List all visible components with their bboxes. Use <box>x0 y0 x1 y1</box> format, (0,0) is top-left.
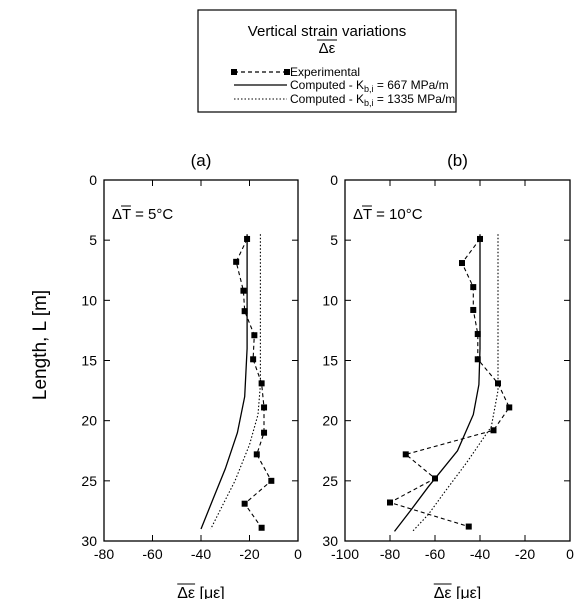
x-tick-label: -40 <box>191 546 211 562</box>
data-point <box>261 404 268 411</box>
x-tick-label: -40 <box>470 546 490 562</box>
legend-entry-experimental: Experimental <box>231 65 360 79</box>
data-point <box>253 451 260 458</box>
y-tick-label: 20 <box>81 413 97 429</box>
legend-title-symbol: Δε <box>319 40 336 57</box>
legend-box <box>197 9 457 113</box>
y-tick-label: 0 <box>330 172 338 188</box>
series-computed-667 <box>393 234 481 532</box>
data-point <box>261 429 268 436</box>
legend-label-computed-1335: Computed - Kb,i = 1335 MPa/m <box>290 92 455 108</box>
x-tick-label: -60 <box>142 546 162 562</box>
x-tick-label: -20 <box>515 546 535 562</box>
legend-marker <box>231 69 237 75</box>
data-point <box>241 500 248 507</box>
panel-a: (a) 0 5 10 15 20 25 30-80 -60 -40 -20 0 ΔT = 5°C Δε [… <box>81 151 302 599</box>
x-axis-label: Δε [με] <box>434 585 482 599</box>
data-point <box>465 523 472 530</box>
y-tick-label: 5 <box>330 232 338 248</box>
data-point <box>474 356 481 363</box>
y-tick-label: 0 <box>89 172 97 188</box>
legend-entry-computed-667: Computed - Kb,i = 667 MPa/m <box>234 78 449 94</box>
series-computed-667 <box>200 234 248 530</box>
x-tick-label: -60 <box>425 546 445 562</box>
y-tick-label: 15 <box>81 353 97 369</box>
y-tick-label: 10 <box>81 292 97 308</box>
data-point <box>470 284 477 291</box>
data-point <box>387 499 393 506</box>
data-point <box>268 477 275 484</box>
series-experimental <box>235 238 272 529</box>
data-point <box>250 356 257 363</box>
x-tick-label: 0 <box>294 546 302 562</box>
y-tick-label: 25 <box>81 473 97 489</box>
x-axis-label: Δε [με] <box>177 585 225 599</box>
plot-frame <box>103 179 299 542</box>
x-tick-label: -20 <box>239 546 259 562</box>
x-tick-label: -100 <box>331 546 359 562</box>
data-point <box>258 524 265 531</box>
legend-marker <box>284 69 290 75</box>
data-point <box>251 332 258 339</box>
y-tick-label: 30 <box>81 533 97 549</box>
data-point <box>402 451 409 458</box>
data-point <box>459 260 465 267</box>
data-point <box>233 258 240 265</box>
temperature-annotation: ΔT = 10°C <box>353 206 423 223</box>
x-tick-label: -80 <box>94 546 114 562</box>
temperature-annotation: ΔT = 5°C <box>112 206 173 223</box>
y-tick-label: 30 <box>322 533 338 549</box>
y-tick-label: 25 <box>322 473 338 489</box>
y-tick-label: 5 <box>89 232 97 248</box>
panel-title: (a) <box>191 151 212 170</box>
x-tick-label: -80 <box>380 546 400 562</box>
data-point <box>506 404 513 411</box>
series-computed-1335 <box>412 234 499 532</box>
series-experimental <box>388 238 510 528</box>
data-point <box>474 331 481 338</box>
legend-entry-computed-1335: Computed - Kb,i = 1335 MPa/m <box>234 92 455 108</box>
data-point <box>495 380 501 387</box>
legend-label-computed-667: Computed - Kb,i = 667 MPa/m <box>290 78 449 94</box>
y-axis-label: Length, L [m] <box>30 290 51 400</box>
legend-title: Vertical strain variations <box>248 23 406 40</box>
panel-b: (b) 0 5 10 15 20 25 30-100 -80 -60 -40 -20 0 ΔT = 10°… <box>322 151 574 599</box>
y-tick-label: 15 <box>322 353 338 369</box>
legend: Vertical strain variations Δε Experiment… <box>197 9 457 113</box>
legend-label-experimental: Experimental <box>290 65 360 79</box>
data-point <box>490 427 497 434</box>
panel-title: (b) <box>447 151 468 170</box>
y-tick-label: 20 <box>322 413 338 429</box>
data-point <box>470 306 477 313</box>
data-point <box>241 308 248 315</box>
data-point <box>258 380 265 387</box>
series-computed-1335 <box>210 234 261 530</box>
data-point <box>240 287 247 294</box>
plot-frame <box>344 179 571 542</box>
y-tick-label: 10 <box>322 292 338 308</box>
x-tick-label: 0 <box>566 546 574 562</box>
